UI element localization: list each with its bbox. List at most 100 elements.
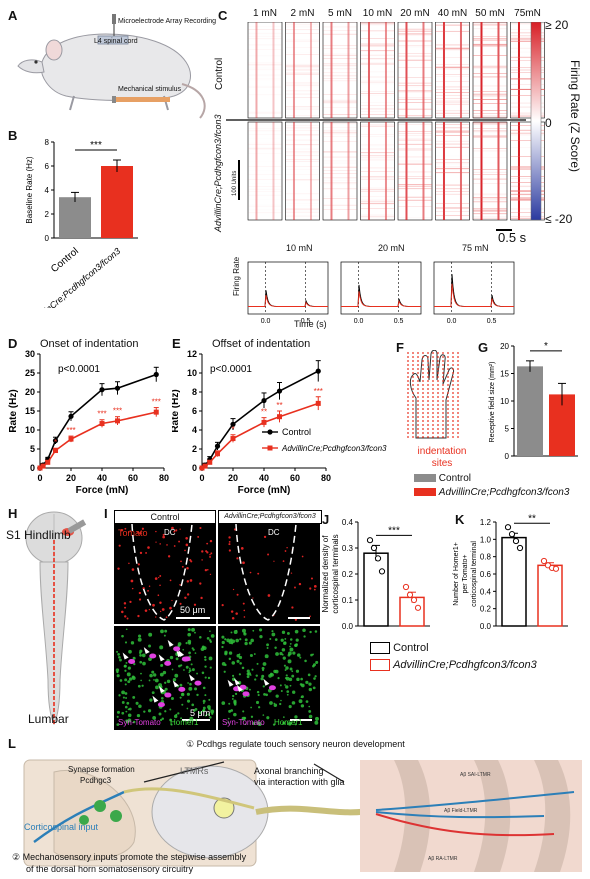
homer1-signal: [308, 709, 312, 713]
indentation-dot: [447, 388, 449, 390]
homer1-signal: [235, 638, 240, 643]
indentation-dot: [452, 356, 454, 358]
indentation-dot: [437, 372, 439, 374]
indentation-dot: [417, 432, 419, 434]
homer1-signal: [161, 717, 165, 721]
indentation-dot: [457, 424, 459, 426]
homer1-signal: [138, 704, 142, 708]
homer1-signal: [132, 720, 136, 724]
homer1-signal: [301, 683, 305, 688]
homer1-signal: [272, 723, 276, 726]
homer1-signal: [180, 692, 185, 697]
indentation-dot: [437, 436, 439, 438]
legend-jk-mutant: AdvillinCre;Pcdhgfcon3/fcon3: [393, 659, 537, 671]
panel-label-k: K: [455, 512, 465, 527]
homer1-signal: [236, 654, 240, 658]
indentation-dot: [407, 420, 409, 422]
onset-band: [480, 22, 483, 118]
indentation-dot: [452, 424, 454, 426]
indentation-dot: [447, 392, 449, 394]
offset-band: [459, 22, 462, 118]
indentation-dot: [417, 364, 419, 366]
data-point: [68, 413, 74, 419]
homer1-signal: [308, 714, 313, 719]
indentation-dot: [442, 364, 444, 366]
indentation-dot: [457, 412, 459, 414]
homer1-signal: [285, 666, 289, 670]
onset-band: [442, 122, 445, 220]
homer1-signal: [203, 702, 205, 705]
raster-heatmaps: [226, 22, 545, 231]
colorbar-tick-bottom: ≤ -20: [545, 212, 573, 226]
indentation-dot: [437, 408, 439, 410]
homer1-signal: [128, 677, 133, 681]
homer1-signal: [286, 690, 290, 693]
sai-ltmr-label: Aβ SAI-LTMR: [460, 772, 491, 778]
tomato-signal: [169, 579, 172, 582]
y-tick-label: 4: [45, 186, 50, 195]
tomato-signal: [155, 541, 157, 543]
homer1-signal: [123, 664, 127, 668]
offset-band: [272, 22, 275, 118]
homer1-signal: [244, 641, 248, 646]
homer1-signal: [287, 659, 292, 664]
indentation-dot: [447, 364, 449, 366]
tomato-signal: [263, 535, 267, 539]
homer1-signal: [221, 701, 226, 705]
tomato-signal: [267, 553, 270, 556]
homer1-signal: [288, 705, 292, 709]
arrowhead-icon: [122, 652, 129, 660]
indentation-dot: [432, 424, 434, 426]
indentation-dot: [437, 356, 439, 358]
indentation-dot: [427, 372, 429, 374]
scale-top-label: 50 μm: [180, 605, 206, 615]
tomato-signal: [158, 576, 160, 579]
homer1-signal: [127, 680, 131, 684]
homer1-signal: [295, 643, 298, 646]
tomato-signal: [282, 560, 285, 562]
tomato-signal: [210, 552, 213, 555]
data-point: [40, 463, 46, 469]
data-point: [504, 524, 512, 531]
indentation-dot: [427, 396, 429, 398]
tomato-signal: [162, 535, 165, 539]
indentation-dot: [452, 364, 454, 366]
homer1-signal: [243, 716, 247, 720]
homer1-signal: [256, 690, 260, 694]
tomato-signal: [169, 606, 172, 610]
indentation-dot: [442, 412, 444, 414]
homer1-signal: [260, 677, 264, 681]
homer1-signal: [282, 656, 286, 660]
homer1-signal: [241, 628, 246, 633]
y-axis-label-line2: per Tomato+: [462, 555, 469, 594]
indentation-dot: [407, 372, 409, 374]
indentation-dot: [407, 392, 409, 394]
homer1-signal: [140, 672, 142, 675]
dc-label-mutant: DC: [268, 528, 280, 537]
indentation-dot: [452, 384, 454, 386]
tomato-signal: [309, 587, 312, 590]
indentation-dot: [422, 424, 424, 426]
indentation-dot: [427, 404, 429, 406]
tomato-signal: [267, 594, 271, 597]
legend-jk-swatch-control: [370, 642, 390, 655]
homer1-signal: [233, 703, 237, 706]
indentation-dot: [427, 432, 429, 434]
y-tick-label: 0: [30, 463, 35, 473]
legend-e-control: Control: [282, 427, 311, 437]
tomato-signal: [138, 598, 142, 601]
indentation-dot: [457, 428, 459, 430]
tomato-signal: [179, 602, 182, 605]
homer1-signal: [136, 713, 141, 718]
indentation-dot: [412, 364, 414, 366]
homer1-signal: [149, 698, 153, 702]
tomato-signal: [167, 555, 171, 558]
trace-x-tick: 0.0: [447, 318, 457, 325]
homer1-signal: [266, 643, 269, 647]
tomato-signal: [206, 542, 209, 545]
star-label: **: [261, 408, 267, 417]
homer1-signal: [289, 647, 294, 652]
indentation-dot: [432, 428, 434, 430]
y-tick-label: 20: [25, 387, 35, 397]
indentation-dot: [422, 392, 424, 394]
